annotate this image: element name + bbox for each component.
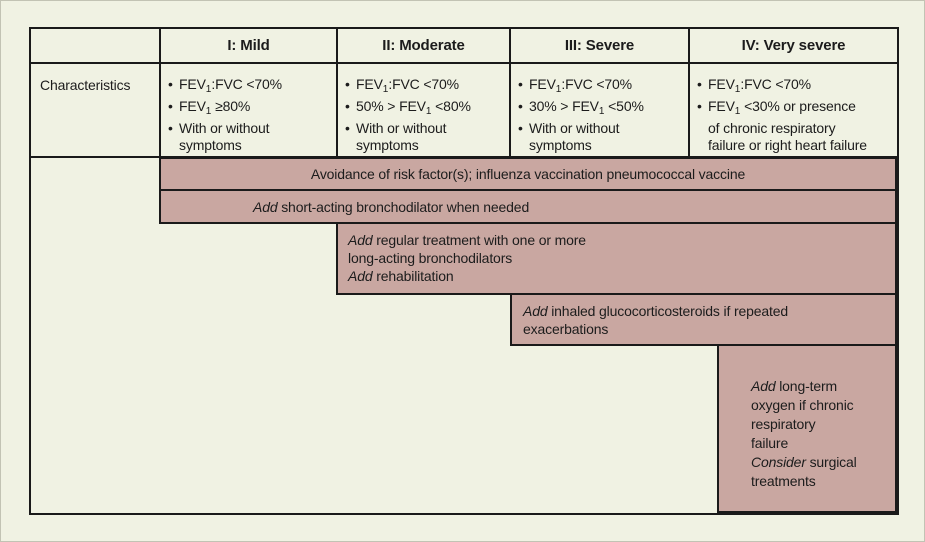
bullet-item: • 50% > FEV1 <80%: [345, 98, 504, 120]
bullet-item: • FEV1 <30% or presence of chronic respira…: [697, 98, 892, 154]
bullet-text: 30% > FEV1 <50%: [529, 98, 644, 117]
treatment-band-short-acting-bronchodilator: Add short-acting bronchodilator when nee…: [159, 189, 897, 224]
bullet-item: • FEV1:FVC <70%: [168, 76, 331, 98]
bullet-item: • With or without symptoms: [345, 120, 504, 154]
bullet-text: With or without symptoms: [529, 120, 620, 153]
treatment-band-text: Add regular treatment with one or more lo…: [348, 232, 586, 284]
bullet-glyph: •: [697, 98, 702, 114]
characteristics-cell-severe: • FEV1:FVC <70% • 30% > FEV1 <50% • With or…: [509, 64, 688, 156]
bullet-glyph: •: [518, 98, 523, 114]
bullet-text: FEV1 <30% or presence of chronic respirat…: [708, 98, 867, 153]
stage-header-row: I: Mild II: Moderate III: Severe IV: Ver…: [31, 29, 897, 64]
bullet-glyph: •: [518, 76, 523, 92]
bullet-text: With or without symptoms: [356, 120, 447, 153]
bullet-text: FEV1 ≥80%: [179, 98, 251, 117]
treatment-band-text: Add inhaled glucocorticosteroids if repe…: [523, 303, 789, 337]
bullet-item: • FEV1:FVC <70%: [697, 76, 892, 98]
treatment-band-avoidance-vaccination: Avoidance of risk factor(s); influenza v…: [159, 157, 897, 191]
header-cell-stage-3-severe: III: Severe: [509, 29, 688, 62]
treatment-band-oxygen-surgical: Add long-term oxygen if chronic respirator…: [717, 344, 897, 513]
bullet-text: 50% > FEV1 <80%: [356, 98, 471, 117]
bullet-item: • With or without symptoms: [518, 120, 683, 154]
bullet-glyph: •: [345, 120, 350, 136]
characteristics-cell-mild: • FEV1:FVC <70% • FEV1 ≥80% • With or witho…: [159, 64, 336, 156]
characteristics-row: Characteristics • FEV1:FVC <70% • FEV1 ≥80…: [31, 64, 897, 158]
header-cell-stage-2-moderate: II: Moderate: [336, 29, 509, 62]
bullet-text: With or without symptoms: [179, 120, 270, 153]
characteristics-row-label: Characteristics: [40, 77, 131, 93]
bullet-text: FEV1:FVC <70%: [179, 76, 282, 95]
treatment-band-regular-long-acting-rehabilitation: Add regular treatment with one or more lo…: [336, 222, 897, 295]
bullet-glyph: •: [518, 120, 523, 136]
bullet-item: • FEV1:FVC <70%: [518, 76, 683, 98]
bullet-text: FEV1:FVC <70%: [356, 76, 459, 95]
header-cell-blank: [31, 29, 159, 62]
characteristics-cell-very-severe: • FEV1:FVC <70% • FEV1 <30% or presence of …: [688, 64, 897, 156]
bullet-glyph: •: [168, 120, 173, 136]
bullet-item: • With or without symptoms: [168, 120, 331, 154]
treatment-band-text: Add long-term oxygen if chronic respirator…: [751, 378, 857, 489]
bullet-glyph: •: [168, 98, 173, 114]
header-cell-stage-1-mild: I: Mild: [159, 29, 336, 62]
bullet-glyph: •: [168, 76, 173, 92]
header-cell-stage-4-very-severe: IV: Very severe: [688, 29, 897, 62]
treatment-band-inhaled-glucocorticosteroids: Add inhaled glucocorticosteroids if repe…: [510, 293, 897, 346]
bullet-glyph: •: [345, 98, 350, 114]
bullet-glyph: •: [697, 76, 702, 92]
bullet-text: FEV1:FVC <70%: [708, 76, 811, 95]
bullet-glyph: •: [345, 76, 350, 92]
bullet-item: • FEV1 ≥80%: [168, 98, 331, 120]
treatment-band-text: Add short-acting bronchodilator when nee…: [253, 198, 530, 215]
bullet-item: • FEV1:FVC <70%: [345, 76, 504, 98]
treatment-band-text: Avoidance of risk factor(s); influenza v…: [310, 166, 746, 182]
bullet-item: • 30% > FEV1 <50%: [518, 98, 683, 120]
characteristics-cell-moderate: • FEV1:FVC <70% • 50% > FEV1 <80% • With or…: [336, 64, 509, 156]
bullet-text: FEV1:FVC <70%: [529, 76, 632, 95]
copd-stage-table: I: Mild II: Moderate III: Severe IV: Ver…: [29, 27, 899, 515]
